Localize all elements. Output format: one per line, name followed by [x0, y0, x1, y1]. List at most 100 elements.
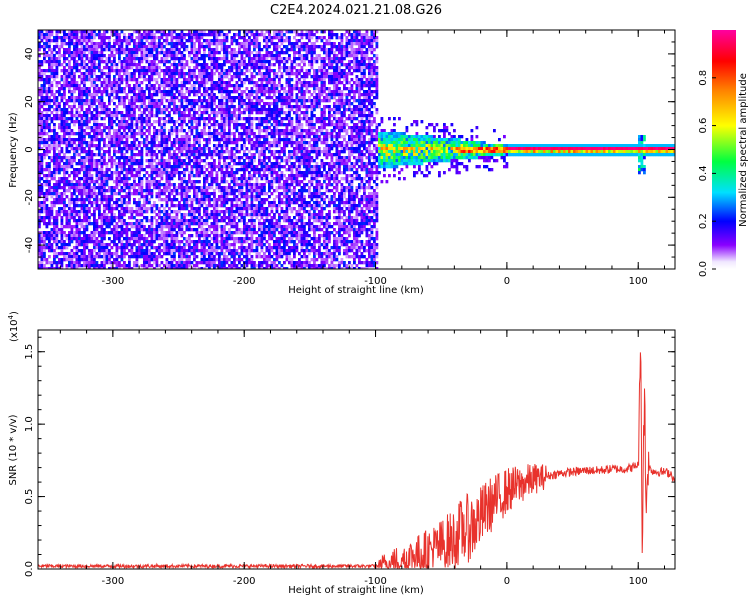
heatmap-cell	[175, 96, 179, 100]
heatmap-cell	[213, 198, 216, 202]
heatmap-cell	[168, 102, 171, 106]
heatmap-cell	[170, 45, 174, 49]
heatmap-cell	[135, 96, 139, 100]
heatmap-cell	[153, 180, 156, 184]
heatmap-cell	[80, 255, 84, 259]
heatmap-cell	[238, 96, 241, 100]
heatmap-cell	[110, 99, 114, 103]
heatmap-cell	[130, 135, 134, 139]
heatmap-cell	[168, 207, 171, 211]
heatmap-cell	[83, 45, 86, 49]
heatmap-cell	[113, 201, 116, 205]
heatmap-cell	[225, 243, 229, 247]
heatmap-cell	[223, 165, 226, 169]
heatmap-cell	[138, 96, 141, 100]
heatmap-cell	[108, 144, 111, 148]
heatmap-cell	[128, 171, 131, 175]
heatmap-cell	[148, 192, 151, 196]
heatmap-cell	[168, 54, 171, 58]
heatmap-cell	[203, 138, 206, 142]
heatmap-cell	[38, 204, 41, 208]
heatmap-cell	[73, 213, 76, 217]
heatmap-cell	[48, 69, 51, 73]
heatmap-cell	[40, 60, 44, 64]
heatmap-cell	[138, 144, 141, 148]
heatmap-cell	[133, 123, 136, 127]
heatmap-cell	[178, 72, 181, 76]
heatmap-cell	[75, 30, 79, 34]
heatmap-cell	[188, 141, 191, 145]
heatmap-cell	[195, 249, 199, 253]
heatmap-cell	[200, 234, 204, 238]
heatmap-cell	[70, 171, 74, 175]
heatmap-cell	[170, 231, 174, 235]
heatmap-cell	[160, 225, 164, 229]
heatmap-cell	[150, 159, 154, 163]
heatmap-cell	[68, 231, 71, 235]
heatmap-cell	[75, 168, 79, 172]
heatmap-cell	[103, 222, 106, 226]
heatmap-cell	[110, 210, 114, 214]
heatmap-cell	[175, 51, 179, 55]
heatmap-cell	[105, 57, 109, 61]
heatmap-cell	[150, 123, 154, 127]
heatmap-cell	[123, 195, 126, 199]
heatmap-cell	[80, 99, 84, 103]
heatmap-cell	[120, 207, 124, 211]
heatmap-cell	[108, 57, 111, 61]
heatmap-cell	[200, 225, 204, 229]
heatmap-cell	[53, 174, 56, 178]
heatmap-cell	[143, 174, 146, 178]
heatmap-cell	[110, 87, 114, 91]
heatmap-cell	[80, 33, 84, 37]
heatmap-cell	[198, 222, 201, 226]
heatmap-cell	[230, 36, 234, 40]
heatmap-cell	[163, 243, 166, 247]
heatmap-cell	[160, 102, 164, 106]
heatmap-cell	[145, 183, 149, 187]
heatmap-cell	[80, 81, 84, 85]
heatmap-cell	[180, 198, 184, 202]
heatmap-cell	[130, 192, 134, 196]
heatmap-cell	[138, 141, 141, 145]
heatmap-cell	[120, 231, 124, 235]
heatmap-cell	[93, 180, 96, 184]
heatmap-cell	[80, 93, 84, 97]
heatmap-cell	[88, 249, 91, 253]
heatmap-cell	[138, 39, 141, 43]
heatmap-cell	[158, 168, 161, 172]
heatmap-cell	[235, 264, 239, 268]
heatmap-cell	[173, 171, 176, 175]
heatmap-cell	[90, 126, 94, 130]
heatmap-cell	[155, 48, 159, 52]
heatmap-cell	[88, 87, 91, 91]
heatmap-cell	[235, 87, 239, 91]
heatmap-cell	[85, 258, 89, 262]
heatmap-cell	[190, 48, 194, 52]
heatmap-cell	[188, 162, 191, 166]
heatmap-cell	[95, 84, 99, 88]
heatmap-cell	[88, 150, 91, 154]
heatmap-cell	[175, 138, 179, 142]
heatmap-cell	[208, 264, 211, 268]
heatmap-cell	[83, 228, 86, 232]
heatmap-cell	[60, 111, 64, 115]
heatmap-cell	[40, 162, 44, 166]
heatmap-cell	[88, 162, 91, 166]
heatmap-cell	[200, 69, 204, 73]
heatmap-cell	[203, 165, 206, 169]
heatmap-cell	[230, 96, 234, 100]
heatmap-cell	[163, 234, 166, 238]
heatmap-cell	[223, 237, 226, 241]
heatmap-cell	[118, 99, 121, 103]
heatmap-cell	[53, 123, 56, 127]
heatmap-cell	[78, 129, 81, 133]
heatmap-cell	[125, 267, 129, 269]
heatmap-cell	[153, 48, 156, 52]
heatmap-cell	[200, 54, 204, 58]
heatmap-cell	[60, 192, 64, 196]
heatmap-cell	[45, 78, 49, 82]
heatmap-cell	[175, 69, 179, 73]
heatmap-cell	[43, 198, 46, 202]
heatmap-cell	[163, 87, 166, 91]
